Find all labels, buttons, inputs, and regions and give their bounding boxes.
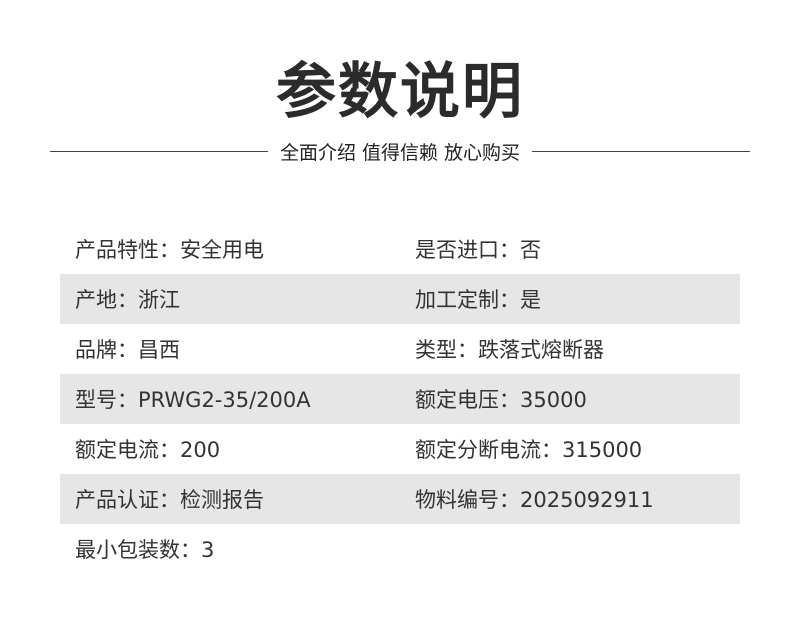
spec-cell: 型号：PRWG2-35/200A (75, 388, 311, 412)
spec-table: 产品特性：安全用电 是否进口：否 产地：浙江 加工定制：是 品牌：昌西 类型：跌… (60, 224, 740, 574)
table-row: 型号：PRWG2-35/200A 额定电压：35000 (60, 374, 740, 424)
table-row: 产地：浙江 加工定制：是 (60, 274, 740, 324)
spec-cell: 最小包装数：3 (75, 538, 215, 562)
subtitle: 全面介绍 值得信赖 放心购买 (279, 141, 521, 164)
table-row: 产品认证：检测报告 物料编号：2025092911 (60, 474, 740, 524)
spec-cell: 产品特性：安全用电 (75, 238, 264, 262)
spec-cell: 类型：跌落式熔断器 (415, 338, 604, 362)
divider-left (50, 150, 268, 152)
table-row: 品牌：昌西 类型：跌落式熔断器 (60, 324, 740, 374)
table-row: 产品特性：安全用电 是否进口：否 (60, 224, 740, 274)
spec-cell: 额定分断电流：315000 (415, 438, 643, 462)
spec-cell: 物料编号：2025092911 (415, 488, 654, 512)
spec-cell: 额定电压：35000 (415, 388, 587, 412)
subtitle-row: 全面介绍 值得信赖 放心购买 (50, 139, 750, 164)
table-row: 最小包装数：3 (60, 524, 740, 574)
spec-cell: 是否进口：否 (415, 238, 541, 262)
spec-cell: 品牌：昌西 (75, 338, 180, 362)
spec-cell: 产地：浙江 (75, 288, 180, 312)
spec-cell: 加工定制：是 (415, 288, 541, 312)
page-title: 参数说明 (276, 57, 524, 127)
table-row: 额定电流：200 额定分断电流：315000 (60, 424, 740, 474)
divider-right (532, 150, 750, 152)
spec-cell: 额定电流：200 (75, 438, 221, 462)
spec-cell: 产品认证：检测报告 (75, 488, 264, 512)
